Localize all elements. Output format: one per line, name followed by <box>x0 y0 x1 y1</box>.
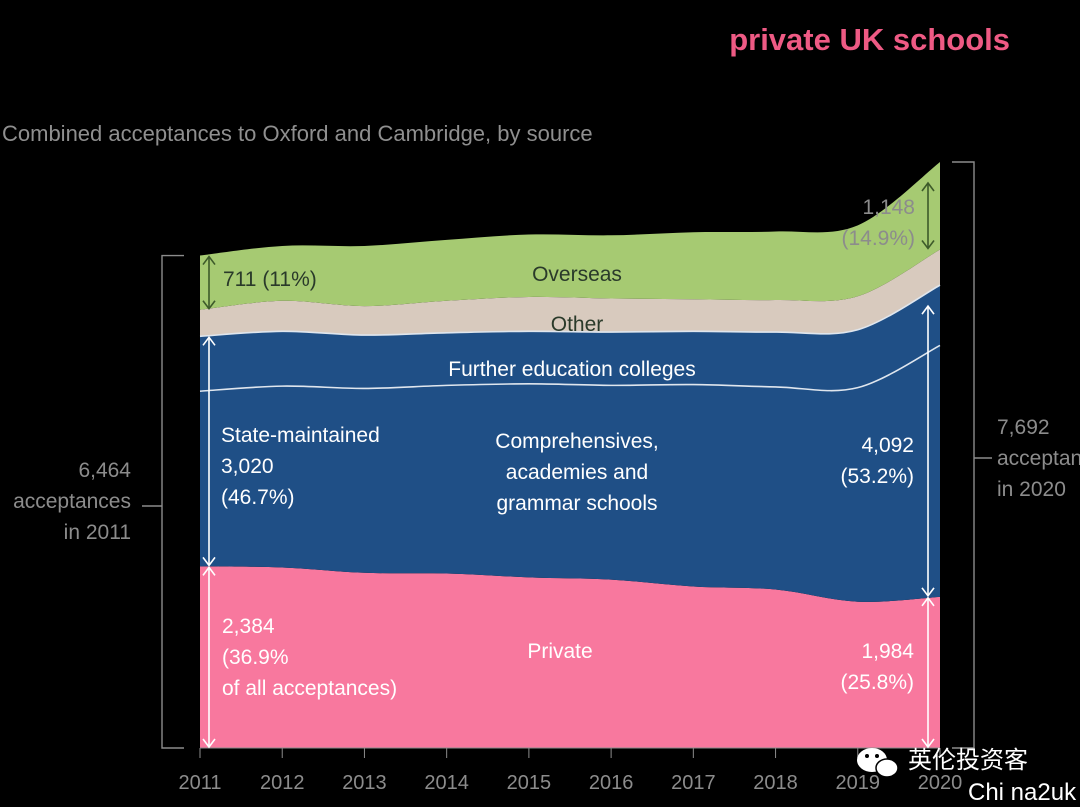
x-tick-label-2016: 2016 <box>589 772 634 794</box>
overseas-2020-label-1: 1,148 <box>862 196 915 219</box>
chart-subtitle: Combined acceptances to Oxford and Cambr… <box>2 121 593 146</box>
band-label-comprehensives-1: Comprehensives, <box>495 430 658 453</box>
private-2011-label-1: 2,384 <box>222 615 275 638</box>
x-tick-label-2019: 2019 <box>836 772 881 794</box>
bracket-2020 <box>952 161 975 749</box>
total-brackets <box>142 161 992 749</box>
arrow-private-2011 <box>202 566 216 749</box>
area-series-group <box>199 162 941 748</box>
x-tick-label-2013: 2013 <box>342 772 387 794</box>
total-2020-label-1: 7,692 <box>997 416 1050 439</box>
total-2011-label-3: in 2011 <box>64 521 131 544</box>
x-tick-label-2018: 2018 <box>753 772 798 794</box>
value-arrows <box>202 181 935 749</box>
divider-comprehensives-fe <box>199 344 941 392</box>
band-label-further-education: Further education colleges <box>448 358 695 381</box>
private-2011-label-2: (36.9% <box>222 646 289 669</box>
area-further-education <box>200 285 940 392</box>
state-2020-label-2: (53.2%) <box>840 465 914 488</box>
band-label-comprehensives-2: academies and <box>506 461 648 484</box>
state-2011-label-1: State-maintained <box>221 424 380 447</box>
band-label-other: Other <box>551 313 604 336</box>
x-tick-label-2015: 2015 <box>507 772 552 794</box>
state-2011-label-2: 3,020 <box>221 455 274 478</box>
wechat-icon <box>857 748 899 778</box>
overseas-2020-label-2: (14.9%) <box>841 227 915 250</box>
area-overseas <box>200 162 940 310</box>
overseas-2011-label: 711 (11%) <box>223 268 317 291</box>
x-tick-label-2014: 2014 <box>424 772 469 794</box>
x-axis-ticks: 2011 2012 2013 2014 2015 2016 2017 2018 2019 2020 <box>178 747 963 794</box>
state-2020-label-1: 4,092 <box>861 434 914 457</box>
total-2020-label-2: acceptances <box>997 447 1080 470</box>
private-2020-label-2: (25.8%) <box>840 671 914 694</box>
arrow-overseas-2011 <box>202 255 216 311</box>
arrow-private-2020 <box>921 596 935 749</box>
area-other <box>200 249 940 337</box>
watermark-text: 英伦投资客 <box>908 747 1028 774</box>
watermark-id: Chi na2uk <box>968 779 1077 806</box>
x-tick-label-2020: 2020 <box>918 772 963 794</box>
chart-title: private UK schools <box>729 22 1010 57</box>
state-2011-label-3: (46.7%) <box>221 486 295 509</box>
x-tick-label-2011: 2011 <box>178 772 221 794</box>
band-label-overseas: Overseas <box>532 263 622 286</box>
private-2011-label-3: of all acceptances) <box>222 677 397 700</box>
private-2020-label-1: 1,984 <box>861 640 914 663</box>
band-label-comprehensives-3: grammar schools <box>496 492 657 515</box>
band-label-private: Private <box>527 640 592 663</box>
area-private <box>200 566 940 748</box>
x-tick-label-2017: 2017 <box>671 772 716 794</box>
total-2011-label-1: 6,464 <box>78 459 131 482</box>
area-comprehensives <box>200 345 940 602</box>
arrow-overseas-2020 <box>921 181 935 250</box>
bracket-2011 <box>161 254 184 749</box>
total-2011-label-2: acceptances <box>13 490 131 513</box>
divider-fe-other <box>199 284 941 338</box>
total-2020-label-3: in 2020 <box>997 478 1066 501</box>
arrow-state-2011 <box>202 335 216 567</box>
x-tick-label-2012: 2012 <box>260 772 305 794</box>
arrow-state-2020 <box>921 304 935 598</box>
